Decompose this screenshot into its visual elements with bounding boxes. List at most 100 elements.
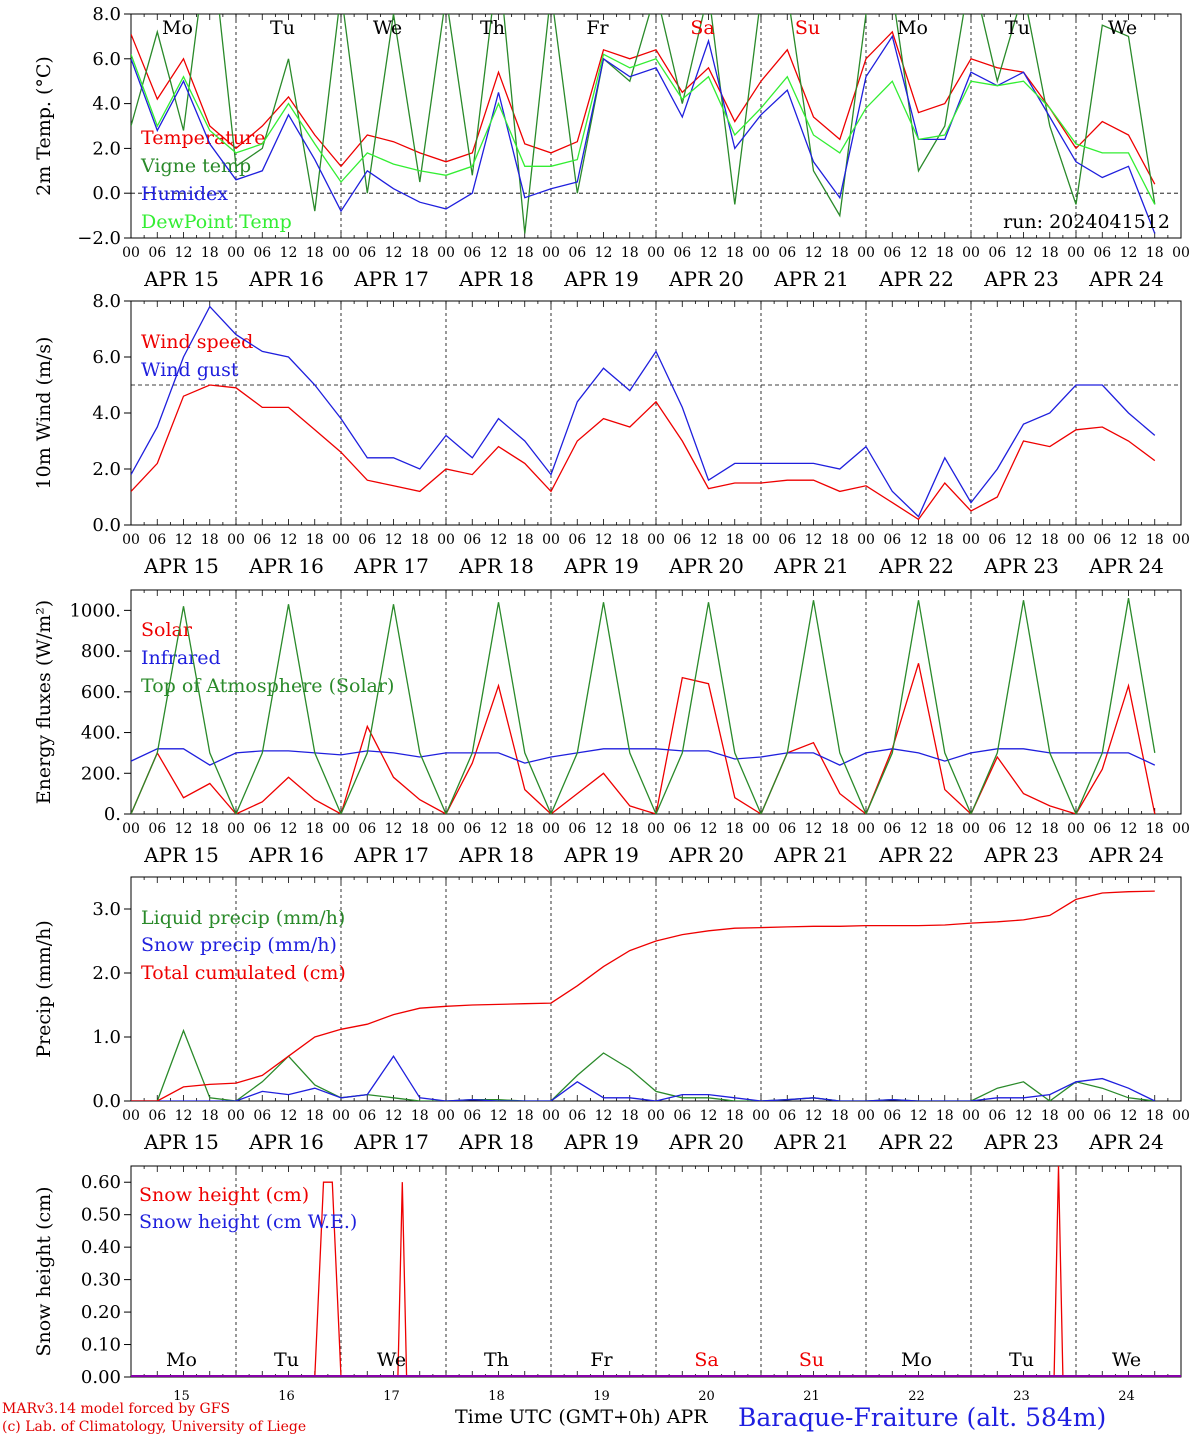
x-hour-label: 00 [647,1108,665,1124]
x-hour-label: 06 [778,1108,796,1124]
x-day-label: APR 22 [878,843,954,867]
x-hour-label: 06 [463,532,481,548]
x-hour-label: 00 [542,1108,560,1124]
x-hour-label: 12 [280,1108,298,1124]
x-hour-label: 18 [516,821,534,837]
legend-entry: Snow height (cm) [139,1184,309,1206]
x-hour-label: 06 [1093,532,1111,548]
weekday-label: Tu [270,17,295,39]
x-day-label: APR 18 [458,1130,534,1154]
x-hour-label: 12 [910,821,928,837]
x-day-label: APR 22 [878,1130,954,1154]
x-hour-label: 06 [463,1108,481,1124]
weekday-label: Mo [166,1349,197,1371]
x-hour-label: 12 [490,821,508,837]
x-day-number: 19 [593,1389,610,1404]
x-hour-label: 06 [358,532,376,548]
x-hour-label: 18 [936,821,954,837]
x-hour-label: 12 [1120,245,1138,261]
x-hour-label: 06 [148,532,166,548]
x-hour-label: 12 [805,821,823,837]
x-day-number: 16 [278,1389,295,1404]
x-hour-label: 06 [673,245,691,261]
x-hour-label: 12 [1015,821,1033,837]
x-hour-label: 12 [280,245,298,261]
x-hour-label: 00 [227,245,245,261]
x-hour-label: 00 [122,245,140,261]
x-hour-label: 12 [1120,532,1138,548]
x-hour-label: 00 [332,821,350,837]
y-tick-label: 2.0 [92,459,121,480]
x-hour-label: 06 [148,1108,166,1124]
x-hour-label: 00 [857,821,875,837]
y-tick-label: 3.0 [92,899,121,920]
x-hour-label: 18 [411,1108,429,1124]
x-hour-label: 18 [621,245,639,261]
x-hour-label: 12 [175,245,193,261]
x-hour-label: 00 [1172,245,1190,261]
plot-frame [130,589,1182,815]
x-hour-label: 06 [568,1108,586,1124]
y-axis-title: 10m Wind (m/s) [33,337,55,490]
x-hour-label: 18 [831,821,849,837]
weekday-label: Th [484,1349,509,1371]
weekday-label: Sa [694,1349,718,1371]
y-tick-label: 200. [81,763,121,784]
series-line [131,1028,1155,1101]
y-tick-label: 4.0 [92,94,121,115]
x-hour-label: 18 [726,1108,744,1124]
y-tick-label: 1.0 [92,1027,121,1048]
y-tick-label: −2.0 [77,228,121,249]
x-hour-label: 00 [647,245,665,261]
x-hour-label: 00 [542,532,560,548]
x-hour-label: 06 [463,245,481,261]
x-hour-label: 00 [437,532,455,548]
series-line [131,34,1156,234]
x-hour-label: 00 [227,1108,245,1124]
x-day-label: APR 18 [458,843,534,867]
weekday-label: Mo [901,1349,932,1371]
x-hour-label: 12 [910,532,928,548]
x-hour-label: 00 [1067,532,1085,548]
weekday-label: Mo [162,17,193,39]
y-tick-label: 0.20 [81,1302,121,1323]
x-hour-label: 18 [411,245,429,261]
x-day-number: 18 [488,1389,505,1404]
x-hour-label: 00 [962,532,980,548]
x-hour-label: 18 [621,1108,639,1124]
weekday-label: Su [795,17,820,39]
legend-entry: Top of Atmosphere (Solar) [141,675,394,697]
x-hour-label: 18 [411,821,429,837]
x-hour-label: 12 [805,1108,823,1124]
legend-entry: DewPoint Temp [141,211,292,233]
x-hour-label: 12 [1120,821,1138,837]
x-hour-label: 18 [516,532,534,548]
x-day-number: 23 [1013,1389,1030,1404]
y-tick-label: 0.30 [81,1270,121,1291]
x-hour-label: 18 [831,245,849,261]
x-hour-label: 00 [227,821,245,837]
x-day-number: 17 [383,1389,400,1404]
x-hour-label: 12 [490,1108,508,1124]
x-day-label: APR 19 [563,267,639,291]
series-line [131,384,1156,521]
weekday-label: Su [799,1349,824,1371]
x-hour-label: 00 [1067,821,1085,837]
x-hour-label: 12 [175,1108,193,1124]
x-hour-label: 06 [358,245,376,261]
x-hour-label: 06 [148,821,166,837]
series-line [131,305,1156,518]
x-hour-label: 00 [1067,1108,1085,1124]
x-hour-label: 12 [700,245,718,261]
x-hour-label: 18 [306,245,324,261]
x-hour-label: 18 [411,532,429,548]
x-hour-label: 00 [227,532,245,548]
y-tick-label: 4.0 [92,403,121,424]
x-hour-label: 06 [883,1108,901,1124]
x-hour-label: 06 [988,532,1006,548]
x-hour-label: 00 [752,1108,770,1124]
y-tick-label: 8.0 [92,4,121,25]
x-hour-label: 18 [201,1108,219,1124]
x-day-label: APR 24 [1088,554,1164,578]
